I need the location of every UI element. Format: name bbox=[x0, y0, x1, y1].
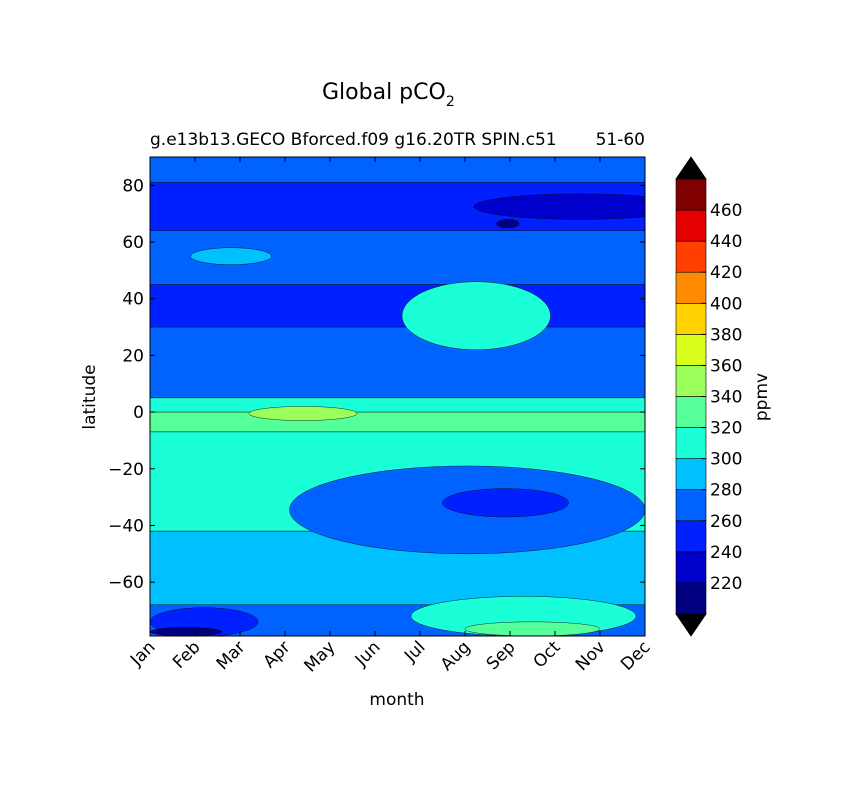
colorbar-swatch-0 bbox=[675, 582, 707, 615]
contour-region-4 bbox=[248, 406, 358, 421]
colorbar-swatch-7 bbox=[675, 365, 707, 397]
contour-band-6 bbox=[150, 411, 645, 433]
colorbar-tick-label-400: 400 bbox=[710, 294, 742, 314]
contour-band-3 bbox=[150, 284, 645, 328]
x-tick-label-dec: Dec bbox=[617, 637, 654, 674]
plot-frame bbox=[149, 156, 646, 637]
colorbar-tick-label-220: 220 bbox=[710, 574, 742, 594]
colorbar-swatch-10 bbox=[675, 271, 707, 304]
x-tick-label-aug: Aug bbox=[437, 637, 475, 675]
colorbar-swatch-1 bbox=[675, 551, 707, 584]
colorbar-tick-label-460: 460 bbox=[710, 201, 742, 221]
contour-region-6 bbox=[442, 488, 569, 518]
y-tick-label-3: 20 bbox=[122, 346, 144, 366]
x-tick-label-mar: Mar bbox=[213, 637, 250, 674]
contour-region-2 bbox=[190, 247, 272, 265]
colorbar-swatch-5 bbox=[675, 427, 707, 459]
y-tick-label-0: 80 bbox=[122, 176, 144, 196]
chart-title-subscript: 2 bbox=[446, 94, 455, 110]
colorbar: 220 240 260 280 300 320 340 360 380 400 420 440 460 bbox=[675, 156, 742, 637]
colorbar-tick-label-260: 260 bbox=[710, 512, 742, 532]
colorbar-tick-label-280: 280 bbox=[710, 481, 742, 501]
y-tick-label-1: 60 bbox=[122, 233, 144, 253]
contour-region-0 bbox=[473, 193, 645, 220]
contour-band-5 bbox=[150, 397, 645, 413]
colorbar-tick-label-240: 240 bbox=[710, 543, 742, 563]
x-tick-label-apr: Apr bbox=[260, 637, 295, 672]
colorbar-extend-high bbox=[675, 156, 707, 180]
x-tick-label-jul: Jul bbox=[400, 637, 429, 666]
colorbar-swatch-6 bbox=[675, 396, 707, 428]
colorbar-tick-label-360: 360 bbox=[710, 356, 742, 376]
y-tick-label-4: 0 bbox=[133, 403, 144, 423]
colorbar-swatch-3 bbox=[675, 489, 707, 522]
colorbar-swatch-8 bbox=[675, 334, 707, 366]
x-tick-label-oct: Oct bbox=[530, 637, 565, 672]
x-tick-label-may: May bbox=[301, 637, 340, 676]
colorbar-tick-label-300: 300 bbox=[710, 450, 742, 470]
colorbar-tick-label-440: 440 bbox=[710, 232, 742, 252]
colorbar-swatch-13 bbox=[675, 178, 707, 211]
chart-subtitle-right: 51-60 bbox=[596, 130, 645, 150]
colorbar-swatch-4 bbox=[675, 458, 707, 491]
colorbar-tick-label-340: 340 bbox=[710, 388, 742, 408]
chart-subtitle-left: g.e13b13.GECO Bforced.f09 g16.20TR SPIN.… bbox=[150, 130, 557, 150]
chart-title: Global pCO2 bbox=[322, 80, 455, 110]
y-tick-label-6: −40 bbox=[108, 516, 144, 536]
colorbar-tick-label-380: 380 bbox=[710, 325, 742, 345]
contour-region-10 bbox=[150, 627, 223, 636]
x-tick-label-jan: Jan bbox=[126, 637, 159, 670]
colorbar-tick-label-420: 420 bbox=[710, 263, 742, 283]
colorbar-tick-label-320: 320 bbox=[710, 419, 742, 439]
contour-region-8 bbox=[464, 621, 601, 636]
x-tick-label-jun: Jun bbox=[351, 637, 385, 671]
colorbar-extend-low bbox=[675, 613, 707, 637]
plot-area bbox=[150, 157, 645, 636]
colorbar-label: ppmv bbox=[752, 373, 772, 421]
y-tick-label-5: −20 bbox=[108, 460, 144, 480]
contour-band-0 bbox=[150, 157, 645, 183]
colorbar-swatch-11 bbox=[675, 240, 707, 273]
y-tick-label-2: 40 bbox=[122, 290, 144, 310]
contour-region-1 bbox=[496, 219, 520, 229]
colorbar-swatch-9 bbox=[675, 302, 707, 335]
y-axis: 80 60 40 20 0 −20 −40 −60 bbox=[108, 176, 645, 593]
contour-region-3 bbox=[401, 281, 551, 350]
y-axis-label: latitude bbox=[80, 364, 100, 429]
contour-band-4 bbox=[150, 326, 645, 399]
colorbar-swatch-2 bbox=[675, 520, 707, 553]
x-axis-label: month bbox=[369, 690, 424, 710]
y-tick-label-7: −60 bbox=[108, 573, 144, 593]
x-tick-label-feb: Feb bbox=[169, 637, 204, 672]
x-tick-label-nov: Nov bbox=[572, 637, 610, 675]
x-tick-label-sep: Sep bbox=[483, 637, 520, 674]
colorbar-swatch-12 bbox=[675, 209, 707, 242]
